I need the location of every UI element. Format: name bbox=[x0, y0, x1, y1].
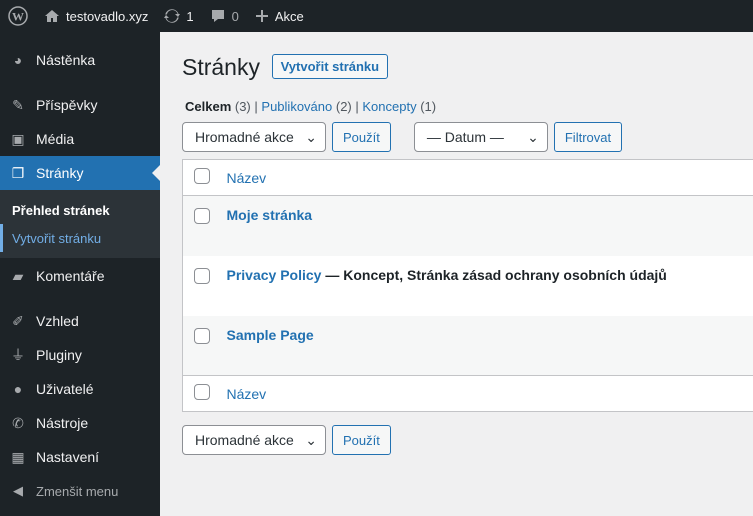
updates-count: 1 bbox=[186, 8, 194, 24]
collapse-icon: ◀ bbox=[13, 483, 23, 498]
menu-label: Nastavení bbox=[36, 449, 100, 465]
title-column-footer[interactable]: Název bbox=[226, 385, 267, 402]
filter-button[interactable]: Filtrovat bbox=[553, 122, 623, 152]
media-icon: ▣ bbox=[11, 130, 25, 147]
submenu-all-pages[interactable]: Přehled stránek bbox=[12, 202, 110, 218]
menu-label: Příspěvky bbox=[36, 97, 98, 113]
menu-label: Nástěnka bbox=[36, 52, 96, 68]
page-state: — Koncept, Stránka zásad ochrany osobníc… bbox=[321, 266, 667, 283]
row-checkbox[interactable] bbox=[194, 208, 210, 224]
view-published[interactable]: Publikováno bbox=[261, 99, 333, 114]
site-name-link[interactable]: testovadlo.xyz bbox=[36, 0, 156, 32]
add-new-page-button[interactable]: Vytvořit stránku bbox=[271, 54, 389, 79]
row-checkbox[interactable] bbox=[194, 267, 210, 284]
top-tablenav: Hromadné akce ⌄ Použít — Datum — ⌄ Filtrov… bbox=[182, 122, 753, 152]
page-title-link[interactable]: Sample Page bbox=[226, 326, 314, 343]
plugin-icon: ⏚ bbox=[11, 347, 25, 363]
table-row: Privacy Policy — Koncept, Stránka zásad … bbox=[183, 256, 753, 316]
select-value: Hromadné akce bbox=[195, 432, 294, 448]
collapse-label: Zmenšit menu bbox=[36, 483, 119, 499]
page-title: Stránky bbox=[182, 54, 260, 80]
menu-comments[interactable]: ▰ Komentáře bbox=[0, 259, 160, 293]
dashboard-icon: ◕ bbox=[13, 52, 23, 68]
menu-media[interactable]: ▣ Média bbox=[0, 122, 160, 156]
apply-button[interactable]: Použít bbox=[332, 122, 391, 152]
menu-label: Média bbox=[36, 131, 75, 147]
view-all[interactable]: Celkem bbox=[185, 99, 232, 114]
menu-settings[interactable]: ▦ Nastavení bbox=[0, 440, 160, 474]
wrench-icon: ✆ bbox=[12, 414, 24, 431]
page-title-link[interactable]: Privacy Policy bbox=[226, 266, 322, 283]
main-content: Stránky Vytvořit stránku Celkem (3) | Pu… bbox=[182, 32, 753, 455]
menu-pages[interactable]: ❐ Stránky bbox=[0, 156, 160, 190]
title-column-header[interactable]: Název bbox=[226, 169, 267, 186]
select-value: Hromadné akce bbox=[195, 129, 294, 145]
view-count: (2) bbox=[335, 99, 352, 114]
updates-link[interactable]: 1 bbox=[156, 0, 201, 32]
home-icon bbox=[45, 10, 59, 22]
user-icon: ● bbox=[13, 381, 23, 397]
menu-label: Uživatelé bbox=[36, 381, 94, 397]
menu-dashboard[interactable]: ◕ Nástěnka bbox=[0, 43, 160, 77]
view-filters: Celkem (3) | Publikováno (2) | Koncepty … bbox=[185, 99, 437, 114]
select-all-checkbox-footer[interactable] bbox=[194, 384, 210, 400]
view-drafts[interactable]: Koncepty bbox=[362, 99, 417, 114]
bulk-actions-select-bottom[interactable]: Hromadné akce ⌄ bbox=[182, 425, 326, 455]
view-count: (1) bbox=[420, 99, 437, 114]
pages-submenu: Přehled stránek Vytvořit stránku bbox=[0, 190, 160, 258]
plus-icon bbox=[255, 10, 268, 22]
menu-appearance[interactable]: ✐ Vzhled bbox=[0, 304, 160, 338]
view-count: (3) bbox=[234, 99, 251, 114]
updates-icon bbox=[164, 9, 181, 23]
menu-posts[interactable]: ✎ Příspěvky bbox=[0, 88, 160, 122]
settings-icon: ▦ bbox=[11, 448, 25, 465]
chevron-down-icon: ⌄ bbox=[305, 128, 317, 145]
pages-table: Název Moje stránka Privacy Policy — Konc… bbox=[182, 159, 753, 412]
comments-link[interactable]: 0 bbox=[202, 0, 247, 32]
menu-label: Pluginy bbox=[36, 347, 82, 363]
brush-icon: ✐ bbox=[12, 312, 24, 329]
chevron-down-icon: ⌄ bbox=[527, 128, 539, 145]
submenu-add-page[interactable]: Vytvořit stránku bbox=[0, 224, 160, 252]
apply-button-bottom[interactable]: Použít bbox=[332, 425, 391, 455]
menu-label: Komentáře bbox=[36, 268, 105, 284]
menu-users[interactable]: ● Uživatelé bbox=[0, 372, 160, 406]
menu-label: Vzhled bbox=[36, 313, 79, 329]
bottom-tablenav: Hromadné akce ⌄ Použít bbox=[182, 425, 753, 455]
svg-text:W: W bbox=[12, 10, 24, 24]
pin-icon: ✎ bbox=[12, 96, 24, 113]
collapse-menu-button[interactable]: ◀ Zmenšit menu bbox=[0, 474, 160, 508]
new-content-link[interactable]: Akce bbox=[247, 0, 312, 32]
admin-menu: ◕ Nástěnka ✎ Příspěvky ▣ Média ❐ Stránky Pře… bbox=[0, 32, 160, 516]
admin-bar: W testovadlo.xyz 1 0 Akce bbox=[0, 0, 753, 32]
wordpress-logo-icon[interactable]: W bbox=[0, 0, 36, 32]
bulk-actions-select[interactable]: Hromadné akce ⌄ bbox=[182, 122, 326, 152]
page-title-link[interactable]: Moje stránka bbox=[226, 207, 313, 223]
comment-icon bbox=[211, 10, 224, 22]
select-all-checkbox[interactable] bbox=[194, 168, 210, 184]
pages-icon: ❐ bbox=[11, 164, 25, 181]
row-checkbox[interactable] bbox=[194, 327, 210, 344]
select-value: — Datum — bbox=[426, 129, 504, 145]
table-row: Sample Page bbox=[182, 315, 753, 376]
chevron-down-icon: ⌄ bbox=[305, 431, 317, 448]
menu-tools[interactable]: ✆ Nástroje bbox=[0, 406, 160, 440]
menu-plugins[interactable]: ⏚ Pluginy bbox=[0, 338, 160, 372]
menu-label: Nástroje bbox=[36, 415, 89, 431]
new-label: Akce bbox=[274, 8, 304, 24]
table-row: Moje stránka bbox=[182, 195, 753, 256]
menu-label: Stránky bbox=[36, 165, 84, 181]
comments-count: 0 bbox=[231, 8, 239, 24]
comment-icon: ▰ bbox=[12, 267, 24, 284]
date-filter-select[interactable]: — Datum — ⌄ bbox=[413, 122, 548, 152]
site-name: testovadlo.xyz bbox=[66, 8, 149, 24]
